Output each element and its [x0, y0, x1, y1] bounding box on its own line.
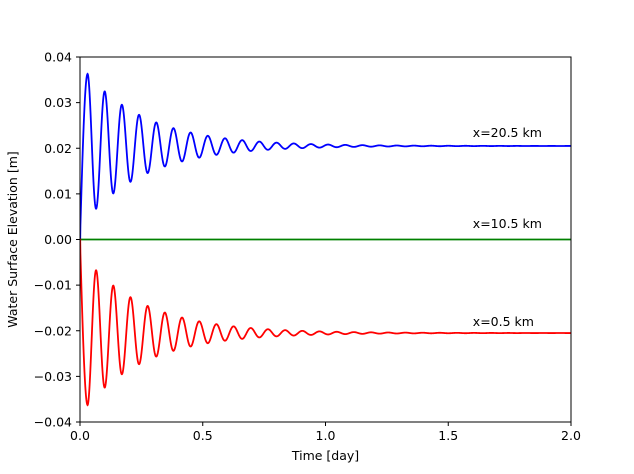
x-tick-label: 0.5	[193, 428, 213, 443]
y-tick-label: 0.00	[44, 232, 72, 247]
x-axis: 0.0 0.5 1.0 1.5 2.0	[70, 422, 581, 443]
series-layer	[80, 72, 571, 407]
y-tick-label: 0.03	[44, 95, 72, 110]
x-tick-label: 2.0	[561, 428, 581, 443]
y-axis-title: Water Surface Elevation [m]	[5, 151, 20, 327]
x-tick-label: 1.5	[438, 428, 458, 443]
y-tick-label: 0.01	[44, 186, 72, 201]
y-tick-label: −0.01	[34, 278, 72, 293]
y-tick-label: −0.02	[34, 323, 72, 338]
annotation-label: x=20.5 km	[473, 125, 542, 140]
series-line-1	[80, 72, 571, 241]
annotation-label: x=0.5 km	[473, 314, 534, 329]
y-tick-label: 0.04	[44, 50, 72, 65]
y-tick-label: −0.04	[34, 415, 72, 430]
y-tick-label: −0.03	[34, 369, 72, 384]
y-tick-label: 0.02	[44, 141, 72, 156]
series-line-3	[80, 238, 571, 407]
annotation-layer: x=20.5 km x=10.5 km x=0.5 km	[473, 125, 542, 329]
y-axis: −0.04 −0.03 −0.02 −0.01 0.00 0.01 0.02 0.03 0.04	[34, 50, 80, 430]
x-tick-label: 0.0	[70, 428, 90, 443]
annotation-label: x=10.5 km	[473, 216, 542, 231]
x-axis-title: Time [day]	[291, 448, 359, 463]
x-tick-label: 1.0	[316, 428, 336, 443]
